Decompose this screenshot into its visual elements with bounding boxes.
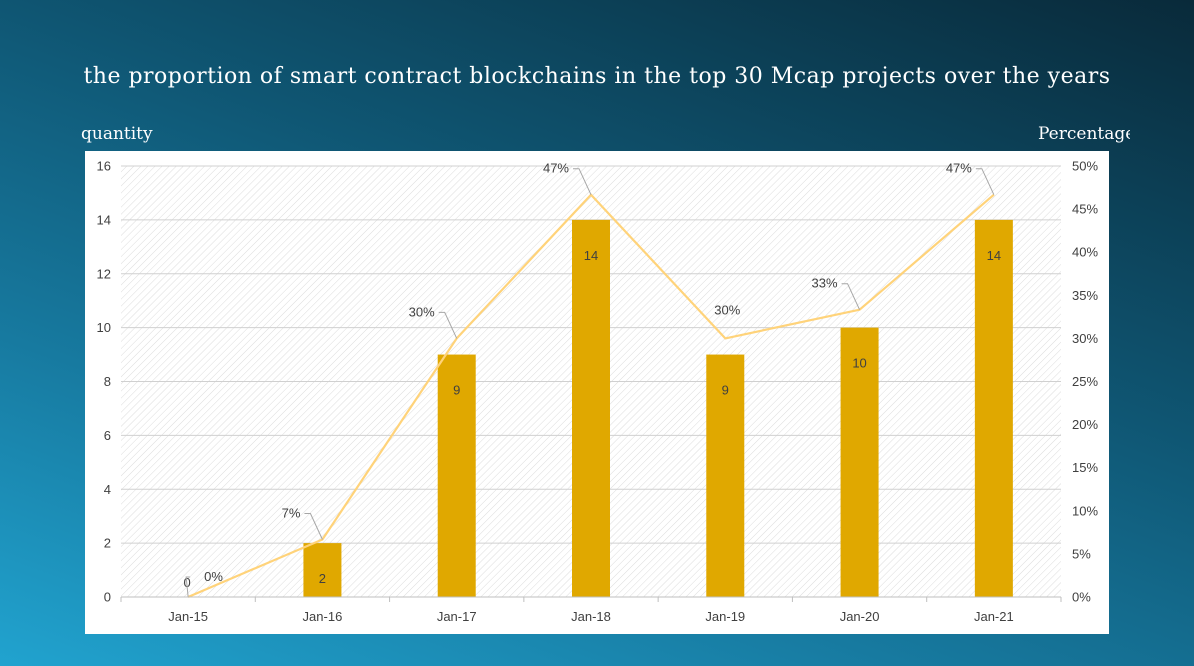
y-right-tick-label: 40% [1072,245,1098,260]
label-leader-line [304,513,323,540]
bar-value-label: 10 [852,356,866,371]
line-value-label: 47% [543,161,569,176]
x-tick-label: Jan-21 [974,609,1014,624]
line-value-label: 47% [946,161,972,176]
y-right-tick-label: 5% [1072,546,1091,561]
bar [303,543,342,597]
y-axis-left-title: quantity [81,124,153,144]
x-tick-label: Jan-15 [168,609,208,624]
label-leader-line [438,311,458,339]
label-leader-line [185,576,191,598]
y-right-tick-label: 0% [1072,590,1091,605]
y-right-tick-label: 20% [1072,417,1098,432]
plot-panel: 0 2 9 14 9 10 14 0% 7% 30% 47% 30% 33% 47% 0 2 4 6 8 10 12 1… [85,151,1109,634]
bar-value-label: 2 [319,571,326,586]
y-left-tick-label: 2 [104,536,111,551]
bar-value-label: 9 [722,383,729,398]
y-left-tick-label: 16 [97,159,111,174]
x-tick-label: Jan-20 [840,609,880,624]
bar-value-label: 14 [584,248,598,263]
y-right-tick-label: 30% [1072,331,1098,346]
bar [437,354,476,597]
y-right-tick-label: 25% [1072,374,1098,389]
label-leader-line [975,168,995,195]
y-left-tick-label: 8 [104,374,111,389]
y-right-tick-label: 50% [1072,159,1098,174]
line-value-label: 0% [204,569,223,584]
x-tick-label: Jan-16 [303,609,343,624]
y-left-tick-label: 0 [104,590,111,605]
label-leader-line [573,168,592,195]
x-tick-label: Jan-17 [437,609,477,624]
line-value-label: 33% [812,276,838,291]
x-tick-label: Jan-19 [705,609,745,624]
x-tick-label: Jan-18 [571,609,611,624]
line-value-label: 7% [282,506,301,521]
bar [974,219,1013,597]
label-leader-line [841,283,861,310]
y-left-tick-label: 10 [97,320,111,335]
y-left-tick-label: 6 [104,428,111,443]
y-right-tick-label: 35% [1072,288,1098,303]
line-value-label: 30% [409,304,435,319]
bar-series [303,219,1013,597]
y-left-tick-label: 14 [97,212,111,227]
y-right-tick-label: 45% [1072,202,1098,217]
bar [572,219,610,597]
y-left-tick-label: 4 [104,482,111,497]
axes: 02468101214160%5%10%15%20%25%30%35%40%45… [97,159,1099,625]
line-value-label: 30% [714,302,740,317]
chart-title: the proportion of smart contract blockch… [83,64,1111,89]
y-right-tick-label: 15% [1072,460,1098,475]
bar-value-label: 9 [453,383,460,398]
bar [706,354,745,597]
y-axis-right-title: Percentage [1038,124,1130,144]
bar-value-label: 14 [987,248,1001,263]
y-right-tick-label: 10% [1072,503,1098,518]
y-left-tick-label: 12 [97,266,111,281]
bar [840,327,879,597]
